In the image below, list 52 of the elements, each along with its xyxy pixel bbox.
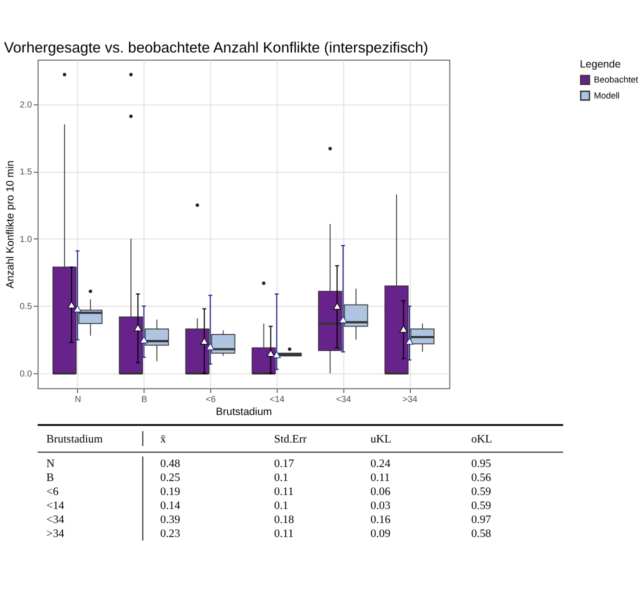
x-tick-label: <6 bbox=[206, 394, 216, 404]
x-tick-label: >34 bbox=[402, 394, 418, 404]
text: 0.14 bbox=[160, 500, 180, 512]
text: <6 bbox=[46, 486, 59, 498]
legend-title: Legende bbox=[580, 58, 621, 71]
y-tick-label: 0.5 bbox=[20, 301, 32, 312]
y-axis-title: Anzahl Konflikte pro 10 min bbox=[4, 160, 17, 288]
text: uKL bbox=[370, 434, 392, 446]
y-tick-label: 0.0 bbox=[20, 368, 32, 378]
text: 0.24 bbox=[370, 458, 391, 470]
text: 0.25 bbox=[160, 472, 180, 484]
text: 0.58 bbox=[471, 528, 492, 540]
text: 0.09 bbox=[370, 528, 391, 540]
text: <34 bbox=[46, 514, 65, 526]
text: 0.1 bbox=[274, 500, 288, 512]
text: 0.59 bbox=[471, 500, 492, 512]
legend-label: Beobachtet bbox=[594, 74, 639, 85]
text: 0.03 bbox=[370, 500, 391, 512]
x-axis-title: Brutstadium bbox=[216, 406, 272, 418]
text: oKL bbox=[471, 434, 492, 446]
x-tick-label: <34 bbox=[336, 394, 352, 404]
text: 0.1 bbox=[274, 472, 288, 484]
chart-title: Vorhergesagte vs. beobachtete Anzahl Konflikte (interspezifisch) bbox=[4, 40, 428, 56]
text: 0.48 bbox=[160, 458, 180, 470]
x-tick-label: N bbox=[74, 394, 82, 404]
y-tick-label: 1.5 bbox=[20, 166, 32, 177]
text: 0.95 bbox=[471, 458, 492, 470]
text: 0.17 bbox=[274, 458, 294, 470]
text: 0.23 bbox=[160, 528, 180, 540]
text: Std.Err bbox=[274, 434, 307, 446]
x-tick-label: B bbox=[141, 394, 148, 404]
text: 0.18 bbox=[274, 514, 294, 526]
x-tick-label: <14 bbox=[270, 394, 285, 404]
text: 0.56 bbox=[471, 472, 492, 484]
text: B bbox=[46, 472, 54, 484]
text: 0.11 bbox=[370, 472, 390, 484]
y-tick-label: 1.0 bbox=[20, 234, 32, 244]
legend-label: Modell bbox=[594, 90, 620, 100]
text: 0.59 bbox=[471, 486, 492, 498]
text: 0.19 bbox=[160, 486, 180, 498]
text: >34 bbox=[46, 528, 65, 540]
text: N bbox=[46, 458, 55, 470]
text: 0.39 bbox=[160, 514, 180, 526]
text: 0.16 bbox=[370, 514, 391, 526]
text: 0.06 bbox=[370, 486, 391, 498]
text: x̄ bbox=[160, 434, 166, 446]
text: 0.97 bbox=[471, 514, 492, 526]
text: 0.11 bbox=[274, 486, 294, 498]
y-tick-label: 2.0 bbox=[20, 99, 32, 110]
text: 0.11 bbox=[274, 528, 294, 540]
text: Brutstadium bbox=[46, 434, 103, 446]
text: <14 bbox=[46, 500, 65, 512]
